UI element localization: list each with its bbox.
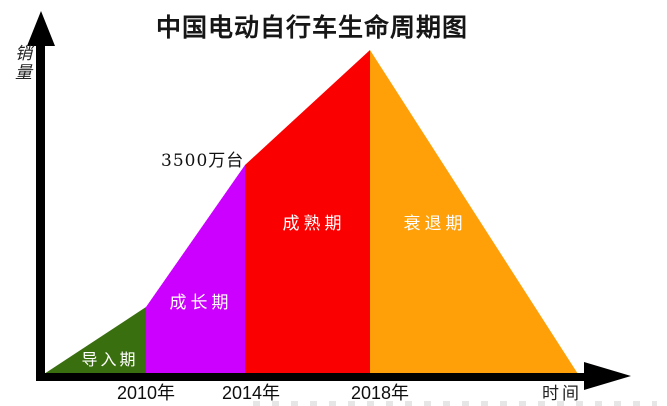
phase-label-decline: 衰退期: [403, 214, 467, 234]
y-axis-arrowhead-icon: [27, 11, 55, 46]
x-tick-2014: 2014年: [221, 383, 281, 403]
phase-label-growth: 成长期: [169, 293, 233, 313]
x-axis-arrowhead-icon: [584, 362, 631, 390]
x-tick-2010: 2010年: [116, 383, 176, 403]
phase-label-introduction: 导入期: [81, 350, 139, 369]
phase-label-maturity: 成熟期: [282, 214, 346, 234]
annotation-3500: 3500万台: [161, 151, 245, 171]
area-decline-phase: [370, 50, 578, 374]
x-axis-label: 时间: [542, 384, 582, 404]
watermark-remnant-cut-off: [253, 401, 657, 406]
x-axis-line: [36, 373, 590, 381]
area-maturity-phase: [245, 50, 370, 374]
y-axis-line: [36, 40, 45, 381]
area-introduction-phase: [44, 307, 146, 374]
area-growth-phase: [146, 165, 245, 374]
chart-title: 中国电动自行车生命周期图: [155, 14, 469, 42]
y-axis-label: 销量: [11, 44, 31, 82]
x-tick-2018: 2018年: [350, 383, 410, 403]
